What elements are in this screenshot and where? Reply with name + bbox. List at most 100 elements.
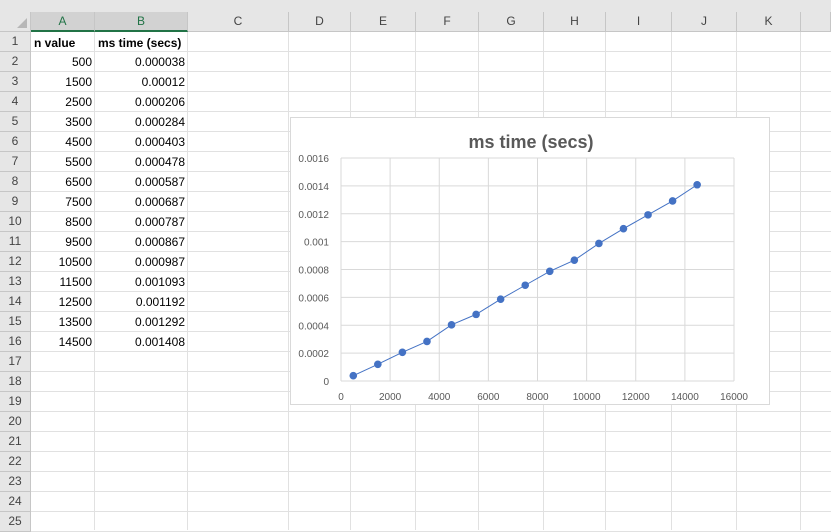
row-header-12[interactable]: 12: [0, 252, 31, 272]
row-gridline: [31, 431, 831, 432]
row-header-15[interactable]: 15: [0, 312, 31, 332]
row-header-9[interactable]: 9: [0, 192, 31, 212]
x-tick-label: 12000: [622, 392, 650, 403]
data-point: [693, 180, 701, 189]
chart-title: ms time (secs): [468, 132, 593, 152]
cell-b9[interactable]: 0.000687: [134, 195, 185, 209]
column-header-g[interactable]: G: [479, 12, 544, 32]
cell-a14[interactable]: 12500: [58, 295, 92, 309]
column-header-d[interactable]: D: [289, 12, 351, 32]
row-header-14[interactable]: 14: [0, 292, 31, 312]
cell-a8[interactable]: 6500: [65, 175, 92, 189]
cell-b1[interactable]: ms time (secs): [98, 36, 182, 50]
row-header-16[interactable]: 16: [0, 332, 31, 352]
chart-svg: ms time (secs) 0 0.0002 0.0004 0.0006 0.0008 0…: [298, 132, 748, 403]
row-header-4[interactable]: 4: [0, 92, 31, 112]
select-all-button[interactable]: [0, 12, 31, 32]
row-gridline: [31, 111, 831, 112]
row-header-25[interactable]: 25: [0, 512, 31, 532]
row-gridline: [31, 471, 831, 472]
cell-b13[interactable]: 0.001093: [134, 275, 185, 289]
row-header-22[interactable]: 22: [0, 452, 31, 472]
cell-b7[interactable]: 0.000478: [134, 155, 185, 169]
cell-a10[interactable]: 8500: [65, 215, 92, 229]
cell-b3[interactable]: 0.00012: [141, 75, 185, 89]
column-header-i[interactable]: I: [606, 12, 672, 32]
row-header-5[interactable]: 5: [0, 112, 31, 132]
cell-b8[interactable]: 0.000587: [134, 175, 185, 189]
row-gridline: [31, 451, 831, 452]
cell-a16[interactable]: 14500: [58, 335, 92, 349]
data-point: [521, 281, 530, 290]
row-header-23[interactable]: 23: [0, 472, 31, 492]
row-header-3[interactable]: 3: [0, 72, 31, 92]
column-header-e[interactable]: E: [351, 12, 416, 32]
row-header-13[interactable]: 13: [0, 272, 31, 292]
cell-b6[interactable]: 0.000403: [134, 135, 185, 149]
row-header-1[interactable]: 1: [0, 32, 31, 52]
column-gridline: [94, 32, 95, 530]
column-header-j[interactable]: J: [672, 12, 737, 32]
cell-b15[interactable]: 0.001292: [134, 315, 185, 329]
chart[interactable]: ms time (secs) 0 0.0002 0.0004 0.0006 0.0008 0…: [290, 117, 770, 405]
x-tick-label: 8000: [526, 392, 549, 403]
column-header-k[interactable]: K: [737, 12, 801, 32]
column-header-c[interactable]: C: [188, 12, 289, 32]
cell-a1[interactable]: n value: [34, 36, 76, 50]
row-header-8[interactable]: 8: [0, 172, 31, 192]
cell-a5[interactable]: 3500: [65, 115, 92, 129]
cell-a9[interactable]: 7500: [65, 195, 92, 209]
row-header-2[interactable]: 2: [0, 52, 31, 72]
column-gridline: [187, 32, 188, 530]
cell-a12[interactable]: 10500: [58, 255, 92, 269]
row-header-18[interactable]: 18: [0, 372, 31, 392]
cell-b10[interactable]: 0.000787: [134, 215, 185, 229]
row-header-21[interactable]: 21: [0, 432, 31, 452]
column-header-a[interactable]: A: [31, 12, 95, 32]
cell-a3[interactable]: 1500: [65, 75, 92, 89]
cell-a15[interactable]: 13500: [58, 315, 92, 329]
data-point: [619, 224, 628, 233]
row-header-11[interactable]: 11: [0, 232, 31, 252]
cell-a2[interactable]: 500: [71, 55, 92, 69]
x-tick-label: 10000: [573, 392, 601, 403]
data-point: [447, 321, 456, 329]
y-tick-label: 0.001: [304, 238, 329, 249]
cell-b12[interactable]: 0.000987: [134, 255, 185, 269]
column-header-f[interactable]: F: [416, 12, 479, 32]
cell-b14[interactable]: 0.001192: [135, 295, 185, 309]
x-tick-label: 6000: [477, 392, 500, 403]
cell-a13[interactable]: 11500: [59, 275, 92, 289]
cell-a4[interactable]: 2500: [65, 95, 92, 109]
cell-b4[interactable]: 0.000206: [134, 95, 185, 109]
cell-a11[interactable]: 9500: [65, 235, 92, 249]
row-header-6[interactable]: 6: [0, 132, 31, 152]
y-tick-label: 0.0006: [298, 293, 329, 304]
cell-b5[interactable]: 0.000284: [134, 115, 185, 129]
data-point: [545, 267, 554, 276]
row-header-10[interactable]: 10: [0, 212, 31, 232]
row-header-7[interactable]: 7: [0, 152, 31, 172]
column-gridline: [288, 32, 289, 530]
y-tick-label: 0.0008: [298, 266, 329, 277]
y-tick-label: 0.0012: [298, 210, 329, 221]
row-header-19[interactable]: 19: [0, 392, 31, 412]
column-header-overflow[interactable]: [801, 12, 831, 32]
column-gridline: [800, 32, 801, 530]
row-gridline: [31, 71, 831, 72]
row-header-24[interactable]: 24: [0, 492, 31, 512]
cell-b2[interactable]: 0.000038: [134, 55, 185, 69]
y-tick-label: 0.0016: [298, 154, 329, 165]
row-header-20[interactable]: 20: [0, 412, 31, 432]
ribbon-edge: [0, 0, 831, 12]
cell-a6[interactable]: 4500: [65, 135, 92, 149]
column-header-h[interactable]: H: [544, 12, 606, 32]
cell-b16[interactable]: 0.001408: [134, 335, 185, 349]
column-header-b[interactable]: B: [95, 12, 188, 32]
cell-a7[interactable]: 5500: [65, 155, 92, 169]
row-header-17[interactable]: 17: [0, 352, 31, 372]
x-tick-label: 0: [338, 392, 344, 403]
cell-b11[interactable]: 0.000867: [134, 235, 185, 249]
y-tick-label: 0.0002: [298, 349, 329, 360]
